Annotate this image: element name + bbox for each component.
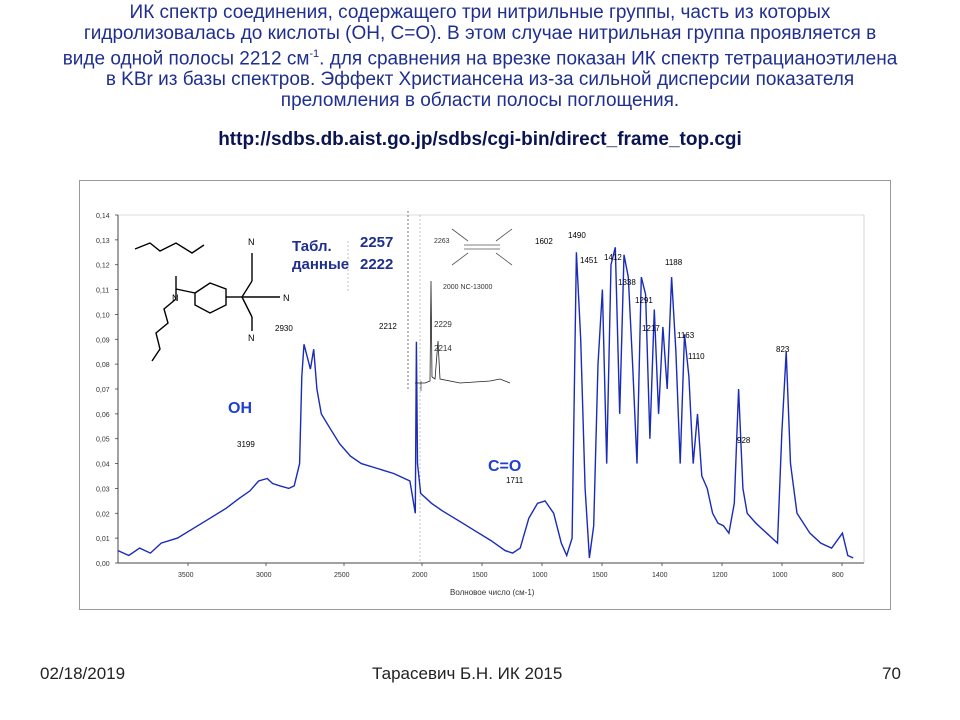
table-value-1: 2257	[360, 234, 393, 251]
peak-label: 1711	[506, 476, 524, 485]
x-ticks: 3500 3000 2500 2000 1500 1000 1500 1400 1200 1000…	[178, 563, 844, 579]
footer-author: Тарасевич Б.Н. ИК 2015	[372, 664, 563, 683]
inset-label-3: 2214	[434, 344, 452, 353]
x-tick-label: 1000	[772, 572, 788, 579]
y-tick-label: 0,05	[96, 437, 110, 444]
peak-label: 1217	[642, 324, 660, 333]
peak-label: 1490	[568, 231, 586, 240]
x-tick-label: 1400	[652, 572, 668, 579]
y-tick-label: 0,07	[96, 387, 110, 394]
oh-label: OH	[228, 400, 252, 417]
peak-label: 1602	[535, 237, 553, 246]
atom-n-top: N	[248, 237, 255, 247]
y-tick-label: 0,14	[96, 213, 110, 220]
title-line-1: ИК спектр соединения, содержащего три ни…	[129, 2, 831, 23]
title-line-5: преломления в области полосы поглощения.	[280, 90, 680, 112]
inset-spectrum	[407, 211, 511, 391]
peak-label: 1110	[688, 352, 705, 361]
peak-label: 3199	[237, 440, 255, 449]
title-line-3: виде одной полосы 2212 см-1. для сравнен…	[40, 44, 920, 69]
x-tick-label: 2500	[334, 572, 350, 579]
y-tick-label: 0,01	[96, 536, 110, 543]
x-tick-label: 2000	[412, 572, 428, 579]
x-tick-label: 800	[832, 572, 844, 579]
table-label-2: данные	[292, 256, 349, 273]
peak-label: 1412	[604, 253, 622, 262]
y-tick-label: 0,13	[96, 238, 110, 245]
title-line-3a: виде одной полосы 2212 см	[62, 48, 310, 70]
y-tick-label: 0,03	[96, 486, 110, 493]
peak-label: 1163	[677, 331, 695, 340]
peak-label: 1451	[580, 256, 598, 265]
inset-label-2: 2229	[434, 320, 452, 329]
x-axis-label: Волновое число (см-1)	[450, 588, 535, 597]
peak-label: 2212	[379, 322, 397, 331]
title-line-4: в KBr из базы спектров. Эффект Христианс…	[105, 69, 855, 91]
spectrum-chart: 0,00 0,01 0,02 0,03 0,04 0,05 0,06 0,07 0,08 0,09…	[96, 211, 865, 597]
atom-n-amine: N	[172, 293, 179, 303]
atom-n-right: N	[283, 293, 290, 303]
title-line-3b: . для сравнения на врезке показан ИК спе…	[319, 48, 898, 70]
peak-label: 823	[776, 345, 790, 354]
chart-axes	[117, 214, 865, 564]
y-tick-label: 0,00	[96, 561, 110, 568]
title-line-2: гидролизовалась до кислоты (ОН, С=О). В …	[83, 23, 877, 44]
spectrum-figure: 0,00 0,01 0,02 0,03 0,04 0,05 0,06 0,07 0,08 0,09…	[79, 180, 891, 610]
inset-tcne-icon	[451, 228, 513, 266]
y-tick-label: 0,04	[96, 462, 110, 469]
molecule-structure-icon	[134, 242, 280, 362]
x-tick-label: 3500	[178, 572, 194, 579]
y-tick-label: 0,10	[96, 312, 110, 319]
y-tick-label: 0,02	[96, 511, 110, 518]
footer-page-number: 70	[882, 664, 901, 683]
spectrum-series-line	[117, 247, 854, 559]
peak-label: 928	[737, 436, 751, 445]
y-tick-label: 0,09	[96, 337, 110, 344]
y-ticks: 0,00 0,01 0,02 0,03 0,04 0,05 0,06 0,07 0,08 0,09…	[96, 213, 118, 568]
inset-molecule-icon: 2263 2229 2214 2000 NC-13000	[434, 238, 493, 353]
y-tick-label: 0,08	[96, 362, 110, 369]
footer-date: 02/18/2019	[40, 664, 126, 683]
table-value-2: 2222	[360, 256, 393, 273]
peak-labels: 3199 2930 2212 1711 1602 1490 1451 1412 1338 1291…	[237, 231, 790, 485]
source-url[interactable]: http://sdbs.db.aist.go.jp/sdbs/cgi-bin/d…	[218, 129, 742, 150]
title-sup: -1	[309, 48, 320, 60]
inset-label-1: 2263	[434, 238, 450, 245]
table-label: Табл.	[292, 238, 332, 255]
atom-n-bottom: N	[248, 333, 255, 343]
x-tick-label: 1500	[592, 572, 608, 579]
co-label: C=O	[488, 458, 521, 475]
y-tick-label: 0,12	[96, 263, 110, 270]
peak-label: 1338	[618, 278, 636, 287]
y-tick-label: 0,06	[96, 412, 110, 419]
inset-caption: 2000 NC-13000	[443, 284, 493, 291]
x-tick-label: 3000	[256, 572, 272, 579]
peak-label: 1188	[665, 258, 683, 267]
peak-label: 2930	[275, 324, 293, 333]
molecule-atom-labels: N N N N	[172, 237, 290, 343]
y-tick-label: 0,11	[96, 288, 109, 295]
x-tick-label: 1200	[712, 572, 728, 579]
peak-label: 1291	[635, 296, 653, 305]
slide-title: ИК спектр соединения, содержащего три ни…	[40, 2, 920, 111]
x-tick-label: 1000	[532, 572, 548, 579]
x-tick-label: 1500	[472, 572, 488, 579]
